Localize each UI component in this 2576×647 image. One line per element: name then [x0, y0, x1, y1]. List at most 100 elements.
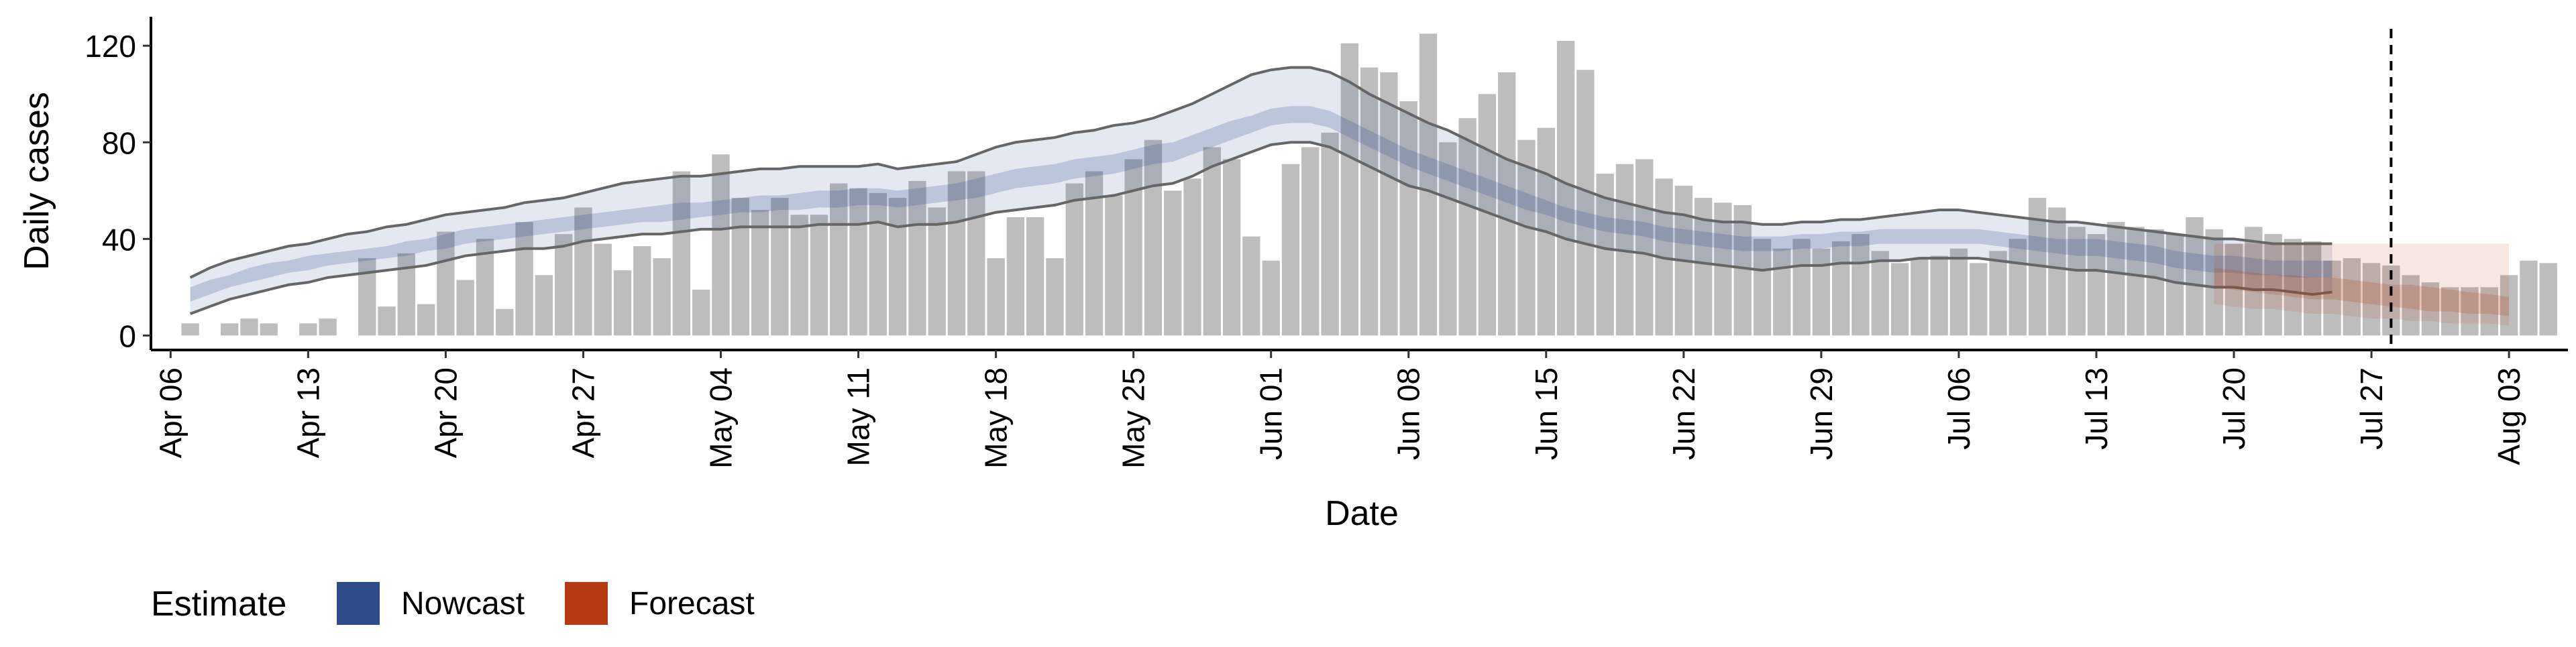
- case-bar: [2480, 287, 2499, 336]
- case-bar: [888, 198, 907, 336]
- case-bar: [987, 258, 1005, 336]
- case-bar: [2421, 282, 2440, 336]
- case-bar: [1164, 190, 1182, 336]
- case-bar: [692, 289, 710, 336]
- case-bar: [1026, 217, 1044, 336]
- x-tick-label: Jul 13: [2079, 367, 2114, 450]
- case-bar: [1970, 263, 1988, 336]
- case-bar: [967, 171, 985, 336]
- case-bar: [535, 275, 553, 336]
- x-tick-label: May 11: [841, 367, 876, 466]
- case-bar: [2362, 263, 2381, 336]
- case-bar: [1144, 139, 1163, 336]
- case-bar: [2323, 260, 2341, 336]
- case-bar: [2520, 260, 2538, 336]
- nowcast-outer-band: [190, 67, 2332, 314]
- case-bar: [1281, 164, 1300, 336]
- case-bar: [771, 198, 789, 336]
- case-bar: [869, 192, 888, 336]
- x-tick-label: Jul 27: [2354, 367, 2389, 450]
- case-bar: [2500, 275, 2518, 336]
- case-bar: [1439, 142, 1457, 336]
- case-bar: [731, 198, 749, 336]
- case-bar: [1065, 183, 1083, 336]
- case-bar: [633, 246, 651, 336]
- case-bar: [830, 183, 848, 336]
- ribbons-layer: [189, 66, 2510, 326]
- case-bar: [2264, 234, 2282, 336]
- case-bar: [2441, 287, 2459, 336]
- x-tick-label: May 04: [703, 367, 738, 469]
- axes-layer: 0 40 80 120 Apr 06 Apr 13 Apr 20 Apr 27 May 04 Ma…: [85, 17, 2568, 469]
- x-tick-label: Jul 20: [2216, 367, 2251, 450]
- case-bar: [1792, 239, 1811, 336]
- case-bar: [810, 215, 828, 336]
- case-bar: [2245, 227, 2263, 336]
- y-tick-label: 80: [102, 125, 136, 160]
- case-bar: [1360, 67, 1379, 336]
- x-tick-label: Apr 13: [290, 367, 325, 459]
- legend-label-nowcast: Nowcast: [401, 586, 525, 622]
- y-axis-title: Daily cases: [17, 92, 56, 270]
- case-bar: [181, 323, 199, 336]
- case-bar: [613, 270, 632, 336]
- case-bar: [790, 215, 808, 336]
- case-bar: [2127, 227, 2145, 336]
- legend-swatch-nowcast: [337, 582, 380, 625]
- case-bar: [240, 318, 258, 336]
- case-bar: [574, 207, 592, 336]
- case-bar: [437, 231, 455, 336]
- bars-layer: [181, 34, 2557, 336]
- x-tick-label: Apr 20: [428, 367, 463, 459]
- case-bar: [1380, 72, 1398, 336]
- x-tick-label: Jun 22: [1666, 367, 1701, 460]
- case-bar: [2343, 258, 2361, 336]
- case-bar: [1576, 70, 1595, 336]
- case-bar: [2461, 287, 2479, 336]
- legend-title: Estimate: [151, 585, 286, 624]
- case-bar: [908, 180, 926, 336]
- case-bar: [456, 280, 474, 336]
- case-bar: [1773, 248, 1791, 336]
- case-bar: [2284, 239, 2302, 336]
- case-bar: [849, 188, 867, 336]
- case-bar: [1340, 43, 1359, 336]
- case-bar: [2146, 229, 2165, 336]
- legend-swatch-forecast: [565, 582, 608, 625]
- case-bar: [1911, 258, 1929, 336]
- x-tick-label: Jun 01: [1254, 367, 1289, 460]
- x-tick-label: Apr 06: [153, 367, 188, 459]
- case-bar: [1399, 101, 1417, 336]
- case-bar: [1733, 204, 1752, 336]
- case-bar: [1930, 255, 1948, 336]
- case-bar: [947, 171, 966, 336]
- case-bar: [1851, 234, 1870, 336]
- case-bar: [672, 171, 691, 336]
- y-tick-label: 40: [102, 222, 136, 257]
- case-bar: [1458, 118, 1477, 336]
- case-bar: [1203, 147, 1221, 336]
- case-bar: [653, 258, 671, 336]
- case-bar: [496, 308, 514, 336]
- case-bar: [2402, 275, 2420, 336]
- case-bar: [1222, 159, 1241, 336]
- nowcast-upper-line: [189, 66, 2332, 279]
- case-bar: [1989, 251, 2007, 336]
- y-tick-label: 120: [85, 29, 136, 64]
- case-bar: [2224, 243, 2243, 336]
- case-bar: [1183, 178, 1201, 336]
- x-tick-label: Jun 15: [1529, 367, 1564, 460]
- case-bar: [2068, 227, 2086, 336]
- case-bar: [1321, 132, 1339, 336]
- case-bar: [2107, 222, 2125, 336]
- case-bar: [1419, 34, 1438, 336]
- case-bar: [1871, 251, 1889, 336]
- case-bar: [1301, 147, 1320, 336]
- x-axis-title: Date: [1325, 494, 1399, 533]
- case-bar: [1556, 41, 1575, 336]
- x-tick-label: Jul 06: [1941, 367, 1976, 450]
- case-bar: [594, 243, 612, 336]
- case-bar: [2048, 207, 2066, 336]
- case-bar: [1949, 248, 1968, 336]
